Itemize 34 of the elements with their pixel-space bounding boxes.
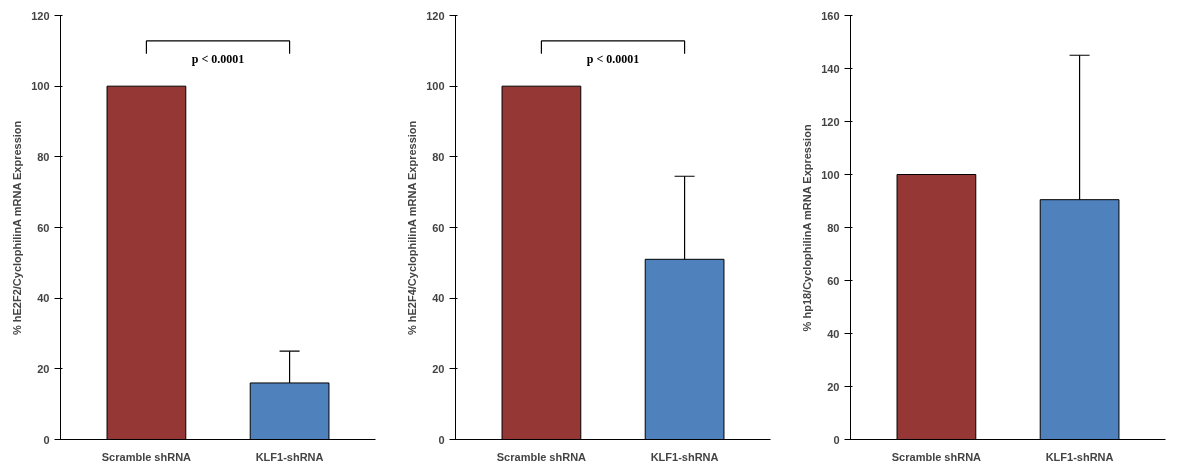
y-tick-label: 60 bbox=[827, 274, 840, 287]
y-tick-label: 20 bbox=[37, 362, 50, 375]
y-tick-label: 120 bbox=[426, 9, 445, 22]
y-tick-label: 20 bbox=[827, 380, 840, 393]
x-tick-label: KLF1-shRNA bbox=[1045, 450, 1114, 463]
y-tick-label: 100 bbox=[426, 80, 445, 93]
y-tick-label: 160 bbox=[821, 9, 840, 22]
y-tick-label: 0 bbox=[833, 433, 840, 446]
y-tick-label: 80 bbox=[432, 150, 445, 163]
y-tick-label: 40 bbox=[827, 327, 840, 340]
y-axis-title: % hp18/CyclophilinA mRNA Expression bbox=[801, 124, 814, 332]
x-tick-label: Scramble shRNA bbox=[891, 450, 982, 463]
y-tick-label: 60 bbox=[432, 221, 445, 234]
y-tick-label: 20 bbox=[432, 362, 445, 375]
annotation: p < 0.0001 bbox=[191, 51, 245, 66]
y-tick-label: 100 bbox=[31, 80, 50, 93]
y-tick-label: 0 bbox=[438, 433, 445, 446]
y-tick-label: 80 bbox=[37, 150, 50, 163]
y-tick-label: 80 bbox=[827, 221, 840, 234]
annotation: p < 0.0001 bbox=[586, 51, 640, 66]
y-tick-label: 140 bbox=[821, 62, 840, 75]
y-tick-label: 40 bbox=[37, 292, 50, 305]
x-tick-label: KLF1-shRNA bbox=[255, 450, 324, 463]
y-tick-label: 0 bbox=[43, 433, 50, 446]
y-tick-label: 120 bbox=[821, 115, 840, 128]
y-tick-label: 100 bbox=[821, 168, 840, 181]
x-tick-label: KLF1-shRNA bbox=[650, 450, 719, 463]
y-tick-label: 120 bbox=[31, 9, 50, 22]
y-axis-title: % hE2F2/CyclophilinA mRNA Expression bbox=[11, 120, 24, 336]
x-tick-label: Scramble shRNA bbox=[496, 450, 587, 463]
y-tick-label: 40 bbox=[432, 292, 445, 305]
y-axis-title: % hE2F4/CyclophilinA mRNA Expression bbox=[406, 120, 419, 336]
x-tick-label: Scramble shRNA bbox=[101, 450, 192, 463]
y-tick-label: 60 bbox=[37, 221, 50, 234]
